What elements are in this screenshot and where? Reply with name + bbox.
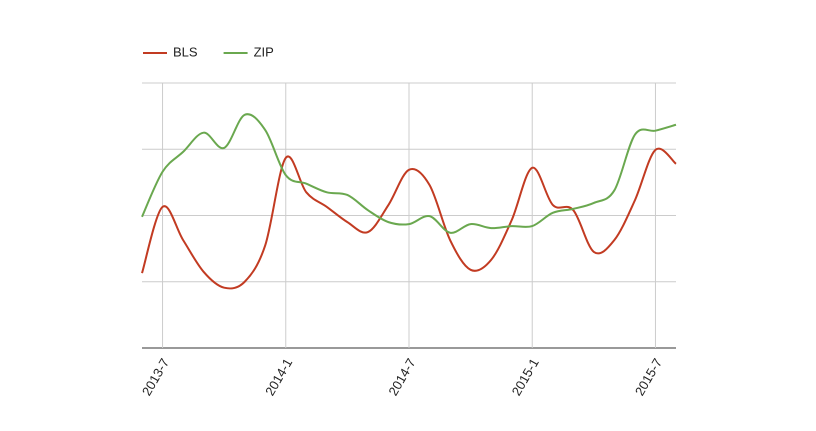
x-tick-label: 2015-7 [632,356,665,399]
line [141,147,677,290]
legend-item: BLS [143,44,198,59]
x-tick-label: 2015-1 [509,356,542,399]
x-tick-label: 2014-1 [262,356,295,399]
x-tick-label: 2013-7 [139,356,172,399]
x-tick-label: 2014-7 [385,356,418,399]
legend-item: ZIP [223,44,274,59]
line [141,113,677,234]
legend-label: ZIP [254,44,274,59]
legend-label: BLS [173,44,198,59]
